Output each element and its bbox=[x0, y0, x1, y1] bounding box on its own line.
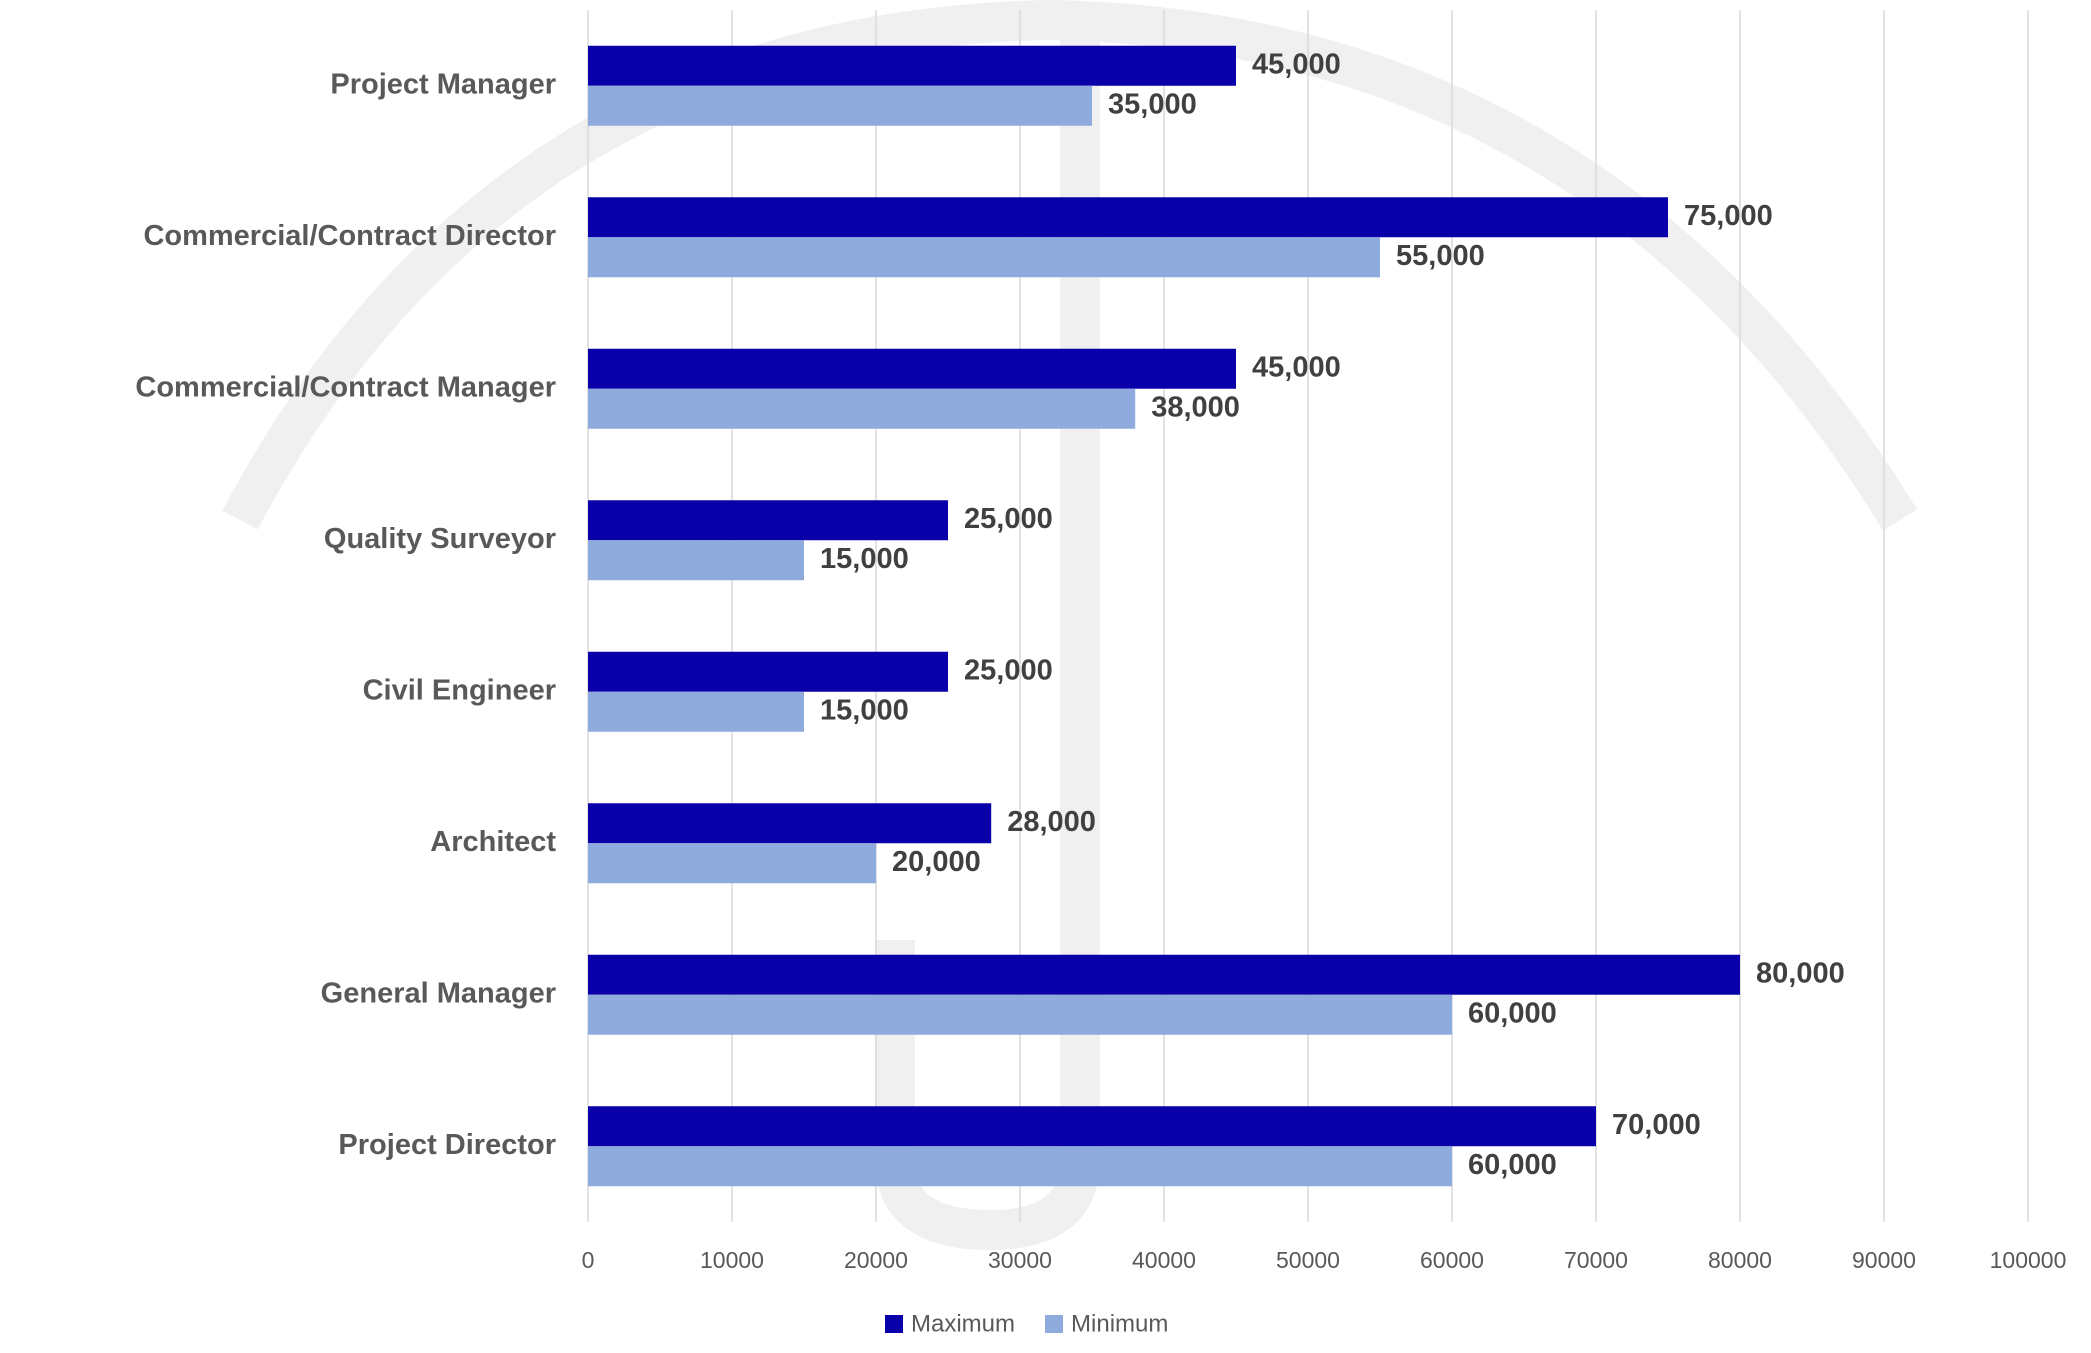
category-label: Quality Surveyor bbox=[324, 523, 556, 555]
category-label: Project Manager bbox=[330, 68, 556, 100]
category-label: Architect bbox=[430, 826, 556, 858]
value-label: 60,000 bbox=[1468, 1149, 1557, 1181]
bar bbox=[588, 85, 1092, 126]
x-tick-label: 80000 bbox=[1708, 1247, 1772, 1273]
value-label: 38,000 bbox=[1151, 391, 1240, 423]
value-label: 55,000 bbox=[1396, 240, 1485, 272]
value-label: 35,000 bbox=[1108, 88, 1197, 120]
bar bbox=[588, 45, 1236, 86]
category-label: Commercial/Contract Director bbox=[143, 220, 556, 252]
x-tick-label: 40000 bbox=[1132, 1247, 1196, 1273]
value-label: 75,000 bbox=[1684, 200, 1773, 232]
x-tick-label: 50000 bbox=[1276, 1247, 1340, 1273]
x-tick-label: 70000 bbox=[1564, 1247, 1628, 1273]
legend-label: Minimum bbox=[1071, 1310, 1168, 1337]
x-tick-label: 60000 bbox=[1420, 1247, 1484, 1273]
bar bbox=[588, 197, 1668, 238]
value-label: 25,000 bbox=[964, 503, 1053, 535]
bar bbox=[588, 1106, 1596, 1147]
category-label: Project Director bbox=[338, 1129, 556, 1161]
category-label: General Manager bbox=[321, 977, 556, 1009]
bar bbox=[588, 348, 1236, 389]
value-label: 70,000 bbox=[1612, 1109, 1701, 1141]
bar bbox=[588, 954, 1740, 995]
value-label: 15,000 bbox=[820, 543, 909, 575]
value-label: 80,000 bbox=[1756, 957, 1845, 989]
value-label: 15,000 bbox=[820, 694, 909, 726]
category-label: Commercial/Contract Manager bbox=[135, 371, 556, 403]
value-label: 20,000 bbox=[892, 846, 981, 878]
value-label: 25,000 bbox=[964, 654, 1053, 686]
watermark bbox=[222, 0, 1918, 1251]
bar bbox=[588, 843, 876, 884]
bar bbox=[588, 1146, 1452, 1187]
bar bbox=[588, 500, 948, 541]
bar bbox=[588, 388, 1136, 429]
bar bbox=[588, 803, 992, 844]
bar bbox=[588, 651, 948, 692]
legend-swatch bbox=[1045, 1315, 1064, 1333]
x-tick-label: 0 bbox=[582, 1247, 595, 1273]
x-tick-label: 20000 bbox=[844, 1247, 908, 1273]
legend-swatch bbox=[885, 1315, 903, 1333]
bar bbox=[588, 540, 804, 581]
bar bbox=[588, 237, 1380, 278]
bar bbox=[588, 994, 1452, 1035]
value-label: 45,000 bbox=[1252, 351, 1341, 383]
value-label: 28,000 bbox=[1007, 806, 1096, 838]
x-tick-label: 30000 bbox=[988, 1247, 1052, 1273]
category-label: Civil Engineer bbox=[363, 674, 556, 706]
x-tick-label: 90000 bbox=[1852, 1247, 1916, 1273]
bar bbox=[588, 691, 804, 732]
legend-label: Maximum bbox=[911, 1310, 1015, 1337]
x-tick-label: 100000 bbox=[1990, 1247, 2067, 1273]
value-label: 60,000 bbox=[1468, 997, 1557, 1029]
value-label: 45,000 bbox=[1252, 48, 1341, 80]
x-tick-label: 10000 bbox=[700, 1247, 764, 1273]
